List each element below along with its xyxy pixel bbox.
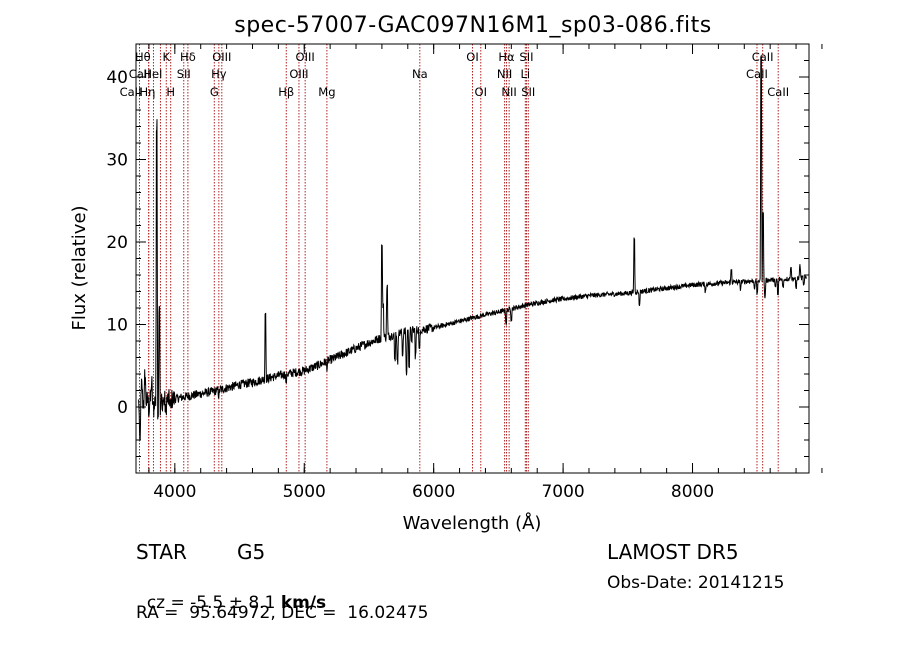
line-label: OIII bbox=[296, 50, 315, 64]
line-label: NII bbox=[497, 67, 512, 81]
line-label: CaII bbox=[767, 85, 789, 99]
object-class: STAR bbox=[136, 540, 187, 564]
line-label: OI bbox=[466, 50, 478, 64]
line-label: Na bbox=[412, 67, 428, 81]
x-tick-label: 4000 bbox=[153, 482, 196, 502]
line-label: K bbox=[163, 50, 171, 64]
x-tick-label: 8000 bbox=[671, 482, 714, 502]
line-label: OI bbox=[475, 85, 487, 99]
line-label: Hθ bbox=[135, 50, 151, 64]
line-label: Hδ bbox=[180, 50, 196, 64]
spectral-line-markers bbox=[138, 44, 779, 473]
line-label: OIII bbox=[289, 67, 308, 81]
line-label: Li bbox=[520, 67, 530, 81]
axis-tick-labels: 4000 5000 6000 7000 8000 0 10 20 30 40 bbox=[106, 68, 714, 502]
y-tick-label: 40 bbox=[106, 68, 128, 88]
chart-title: spec-57007-GAC097N16M1_sp03-086.fits bbox=[234, 13, 712, 38]
x-tick-label: 6000 bbox=[412, 482, 455, 502]
line-label: SII bbox=[521, 85, 535, 99]
y-tick-label: 30 bbox=[106, 151, 128, 171]
line-label: Hα bbox=[498, 50, 515, 64]
line-label: Hη bbox=[140, 85, 156, 99]
line-label: SII bbox=[177, 67, 191, 81]
object-subclass: G5 bbox=[237, 540, 266, 564]
cz-unit: km/s bbox=[280, 593, 327, 613]
line-label: Hβ bbox=[278, 85, 294, 99]
x-tick-label: 5000 bbox=[283, 482, 326, 502]
cz-value: -5.5 ± 8.1 bbox=[190, 593, 276, 613]
y-axis-label: Flux (relative) bbox=[69, 205, 90, 330]
y-tick-label: 20 bbox=[106, 233, 128, 253]
spectrum-line bbox=[138, 55, 807, 441]
line-label: Hγ bbox=[211, 67, 227, 81]
redshift-line: cz = -5.5 ± 8.1 km/s bbox=[136, 573, 326, 613]
line-label: SII bbox=[519, 50, 533, 64]
survey-name: LAMOST DR5 bbox=[607, 540, 739, 564]
line-label: NII bbox=[501, 85, 516, 99]
obs-date: Obs-Date: 20141215 bbox=[607, 573, 785, 593]
y-tick-label: 10 bbox=[106, 316, 128, 336]
line-label: H bbox=[166, 85, 175, 99]
x-tick-label: 7000 bbox=[541, 482, 584, 502]
coordinates: RA = 95.64972, DEC = 16.02475 bbox=[136, 603, 429, 623]
line-label: CaII bbox=[752, 50, 774, 64]
line-label: CaII bbox=[746, 67, 768, 81]
x-axis-label: Wavelength (Å) bbox=[403, 512, 542, 534]
line-label: Mg bbox=[318, 85, 335, 99]
line-label: HeI bbox=[143, 67, 162, 81]
axis-ticks bbox=[136, 43, 823, 474]
line-label: OIII bbox=[212, 50, 231, 64]
y-tick-label: 0 bbox=[117, 398, 128, 418]
cz-label: cz = bbox=[146, 593, 191, 613]
line-label: G bbox=[210, 85, 219, 99]
